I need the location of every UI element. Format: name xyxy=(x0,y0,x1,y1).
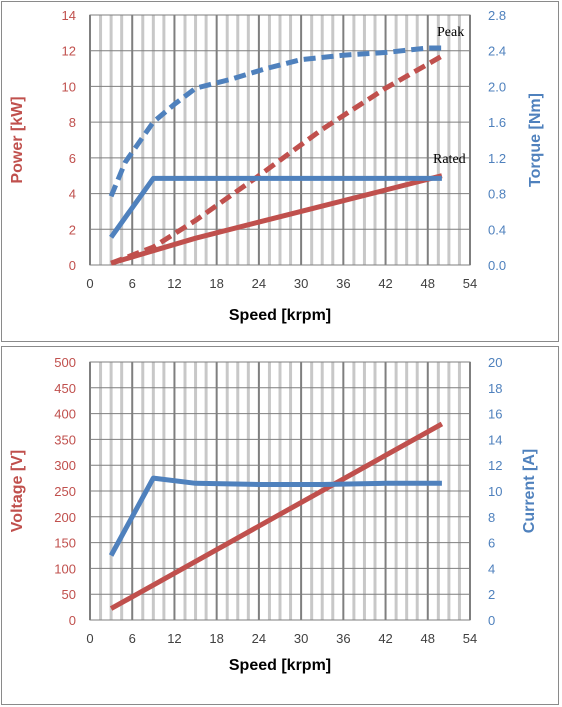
left-tick-label: 10 xyxy=(62,79,76,94)
x-tick-label: 36 xyxy=(336,276,350,291)
right-tick-label: 8 xyxy=(488,510,495,525)
voltage-current-chart: 0 6 12 18 24 30 36 42 48 540501001502002503003504… xyxy=(9,355,538,674)
left-tick-label: 0 xyxy=(69,258,76,273)
right-tick-label: 2.0 xyxy=(488,79,506,94)
right-axis-title: Torque [Nm] xyxy=(527,93,544,187)
x-tick-label: 36 xyxy=(336,631,350,646)
x-tick-label: 54 xyxy=(463,276,477,291)
x-tick-label: 42 xyxy=(378,276,392,291)
right-tick-label: 2 xyxy=(488,587,495,602)
right-tick-label: 2.4 xyxy=(488,44,506,59)
left-tick-label: 4 xyxy=(69,187,76,202)
plot-area-border xyxy=(89,14,471,266)
right-tick-label: 14 xyxy=(488,432,502,447)
left-tick-label: 150 xyxy=(54,536,76,551)
series-line-1 xyxy=(110,173,443,266)
x-tick-label: 24 xyxy=(252,631,266,646)
x-tick-label: 18 xyxy=(209,276,223,291)
right-tick-label: 12 xyxy=(488,458,502,473)
x-tick-label: 0 xyxy=(86,276,93,291)
x-tick-label: 48 xyxy=(421,631,435,646)
left-tick-label: 2 xyxy=(69,222,76,237)
series-line-0 xyxy=(109,421,444,611)
x-tick-label: 12 xyxy=(167,276,181,291)
x-tick-label: 54 xyxy=(463,631,477,646)
x-tick-label: 18 xyxy=(209,631,223,646)
series-line-2 xyxy=(108,45,442,198)
left-tick-label: 8 xyxy=(69,115,76,130)
right-tick-label: 0.0 xyxy=(488,258,506,273)
x-tick-label: 48 xyxy=(421,276,435,291)
right-tick-label: 10 xyxy=(488,484,502,499)
right-tick-label: 16 xyxy=(488,407,502,422)
x-axis-title: Speed [krpm] xyxy=(229,307,331,324)
power-torque-chart: 0 6 12 18 24 30 36 42 48 54024681012140.00.40.81.… xyxy=(9,8,544,324)
right-tick-label: 0 xyxy=(488,613,495,628)
left-tick-label: 0 xyxy=(69,613,76,628)
left-tick-label: 50 xyxy=(62,587,76,602)
right-tick-label: 1.6 xyxy=(488,115,506,130)
right-tick-label: 20 xyxy=(488,355,502,370)
x-tick-label: 24 xyxy=(252,276,266,291)
left-tick-label: 500 xyxy=(54,355,76,370)
left-tick-label: 12 xyxy=(62,44,76,59)
plot-area-border xyxy=(89,361,471,621)
left-axis-title: Voltage [V] xyxy=(9,450,26,532)
series-line-3 xyxy=(109,175,442,239)
left-tick-label: 300 xyxy=(54,458,76,473)
x-tick-label: 12 xyxy=(167,631,181,646)
series-line-1 xyxy=(108,475,442,557)
right-tick-label: 4 xyxy=(488,561,495,576)
left-tick-label: 250 xyxy=(54,484,76,499)
peak-annotation: Peak xyxy=(437,25,464,40)
right-tick-label: 18 xyxy=(488,381,502,396)
left-tick-label: 400 xyxy=(54,407,76,422)
right-tick-label: 0.8 xyxy=(488,187,506,202)
left-tick-label: 200 xyxy=(54,510,76,525)
x-tick-label: 6 xyxy=(129,276,136,291)
right-tick-label: 1.2 xyxy=(488,151,506,166)
left-axis-title: Power [kW] xyxy=(9,96,26,183)
x-tick-label: 42 xyxy=(378,631,392,646)
right-tick-label: 0.4 xyxy=(488,222,506,237)
left-tick-label: 6 xyxy=(69,151,76,166)
series-line-0 xyxy=(110,53,444,266)
left-tick-label: 450 xyxy=(54,381,76,396)
rated-annotation: Rated xyxy=(433,152,466,167)
x-tick-label: 0 xyxy=(86,631,93,646)
right-tick-label: 6 xyxy=(488,536,495,551)
x-axis-title: Speed [krpm] xyxy=(229,657,331,674)
left-tick-label: 350 xyxy=(54,432,76,447)
left-tick-label: 100 xyxy=(54,561,76,576)
x-tick-label: 30 xyxy=(294,631,308,646)
right-axis-title: Current [A] xyxy=(521,449,538,533)
left-tick-label: 14 xyxy=(62,8,76,23)
x-tick-label: 30 xyxy=(294,276,308,291)
right-tick-label: 2.8 xyxy=(488,8,506,23)
x-tick-label: 6 xyxy=(129,631,136,646)
